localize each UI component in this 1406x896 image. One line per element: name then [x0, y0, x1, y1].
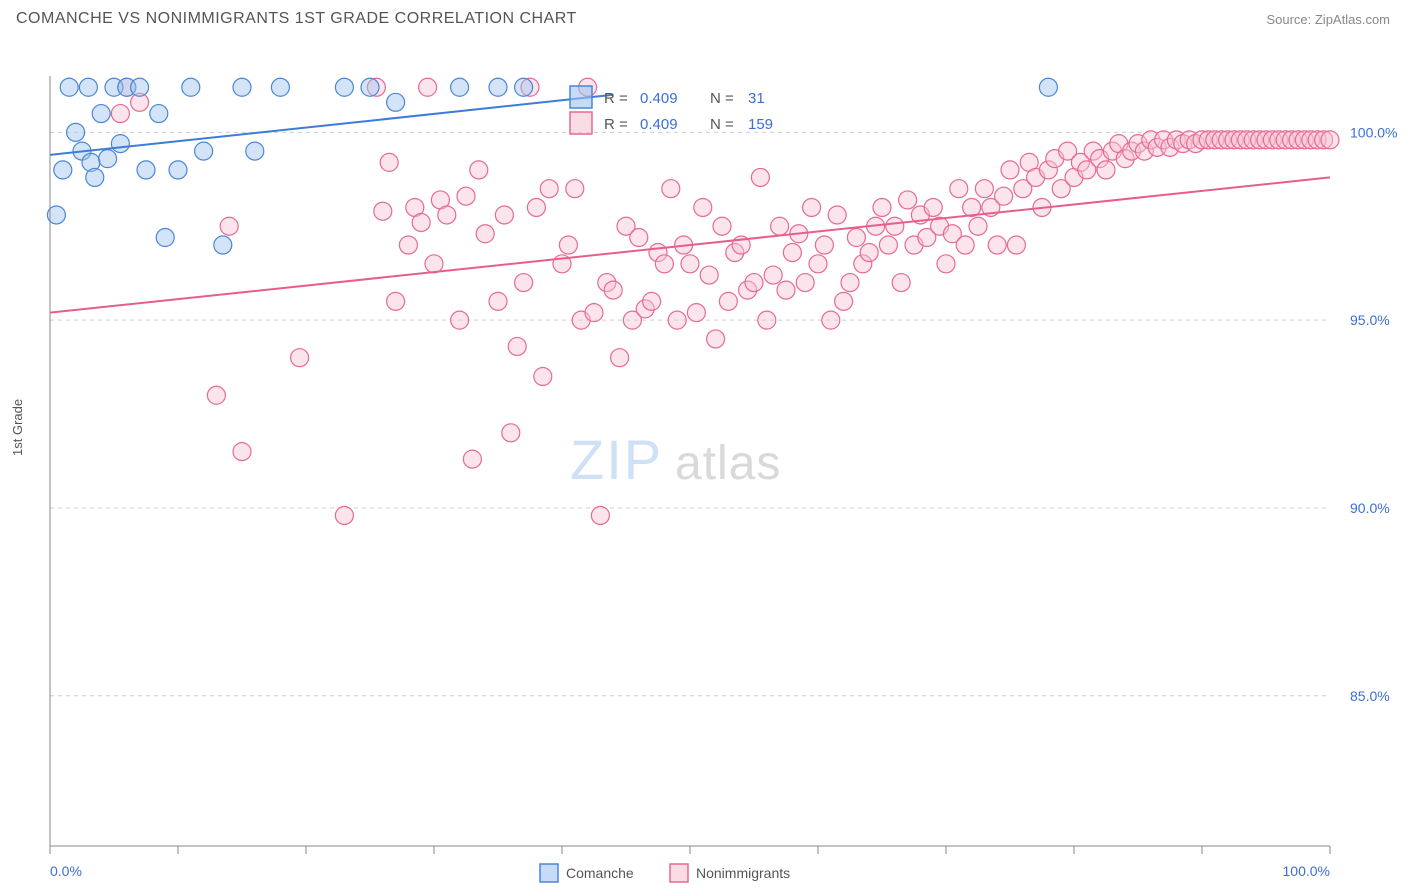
scatter-chart: 85.0% 90.0% 95.0% 100.0% ZIPatlas 0.0% 100.0% R… [0, 36, 1406, 896]
svg-text:100.0%: 100.0% [1350, 124, 1397, 140]
chart-area: 1st Grade 85.0% 90.0% 95.0% 100.0% ZIPatlas 0… [0, 36, 1406, 886]
chart-header: COMANCHE VS NONIMMIGRANTS 1ST GRADE CORR… [0, 0, 1406, 36]
svg-text:31: 31 [748, 90, 765, 107]
svg-text:atlas: atlas [675, 437, 781, 490]
svg-text:N =: N = [710, 116, 734, 133]
svg-text:95.0%: 95.0% [1350, 312, 1390, 328]
y-axis-label: 1st Grade [10, 399, 25, 456]
svg-text:Nonimmigrants: Nonimmigrants [696, 865, 790, 881]
svg-text:159: 159 [748, 116, 773, 133]
svg-text:0.409: 0.409 [640, 90, 678, 107]
svg-text:100.0%: 100.0% [1283, 863, 1330, 879]
svg-text:R =: R = [604, 116, 628, 133]
svg-text:0.0%: 0.0% [50, 863, 82, 879]
svg-text:Comanche: Comanche [566, 865, 634, 881]
chart-source: Source: ZipAtlas.com [1266, 12, 1390, 27]
chart-title: COMANCHE VS NONIMMIGRANTS 1ST GRADE CORR… [16, 10, 577, 28]
svg-text:N =: N = [710, 90, 734, 107]
svg-text:ZIP: ZIP [570, 428, 663, 491]
svg-text:90.0%: 90.0% [1350, 500, 1390, 516]
svg-text:0.409: 0.409 [640, 116, 678, 133]
svg-text:85.0%: 85.0% [1350, 688, 1390, 704]
svg-text:R =: R = [604, 90, 628, 107]
